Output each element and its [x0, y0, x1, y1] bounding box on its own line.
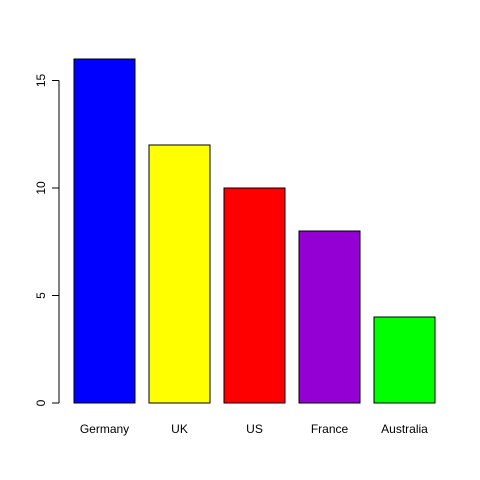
category-label: Germany — [80, 422, 129, 436]
category-label: US — [246, 422, 263, 436]
y-tick-label: 5 — [34, 292, 48, 299]
bar-france — [298, 230, 361, 404]
bar-us — [223, 187, 286, 404]
bar-australia — [373, 316, 436, 404]
category-label: UK — [171, 422, 188, 436]
bars-group — [73, 58, 436, 404]
bar-uk — [148, 144, 211, 404]
y-tick-label: 10 — [34, 181, 48, 195]
category-label: Australia — [381, 422, 428, 436]
y-axis: 0 5 10 15 — [34, 74, 60, 406]
y-tick-label: 15 — [34, 74, 48, 88]
category-label: France — [311, 422, 349, 436]
bar-germany — [73, 58, 136, 404]
category-labels: Germany UK US France Australia — [80, 422, 428, 436]
y-tick-label: 0 — [34, 399, 48, 406]
